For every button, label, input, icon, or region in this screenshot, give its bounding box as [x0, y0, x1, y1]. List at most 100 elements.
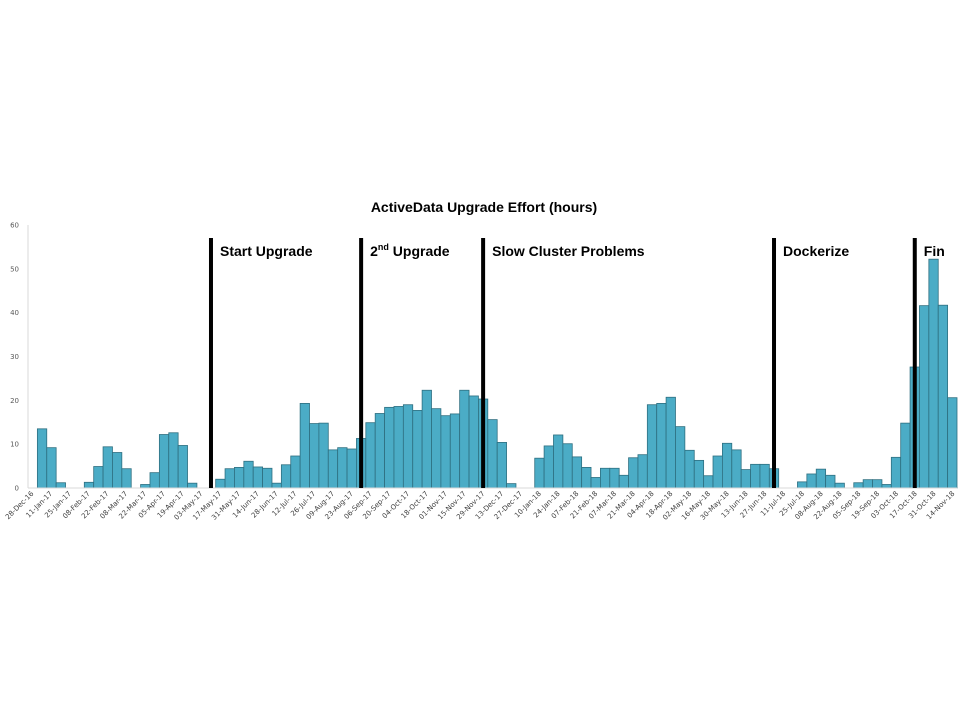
- phase-label-rest: Upgrade: [389, 243, 450, 259]
- bar: [740, 469, 751, 489]
- bar: [609, 467, 620, 489]
- bar: [224, 468, 235, 489]
- bar: [881, 484, 892, 489]
- phase-label-superscript: nd: [378, 242, 389, 252]
- bar: [102, 446, 113, 489]
- bar: [853, 482, 864, 489]
- bar: [759, 463, 770, 489]
- bar: [140, 484, 151, 489]
- bar: [402, 404, 414, 489]
- bar: [158, 434, 170, 489]
- bar: [600, 467, 611, 489]
- y-tick-label: 40: [10, 309, 19, 317]
- bar: [374, 413, 385, 489]
- phase-label: Start Upgrade: [220, 243, 313, 259]
- bar: [215, 478, 226, 489]
- bar: [337, 447, 348, 489]
- bar: [646, 404, 658, 489]
- chart-title: ActiveData Upgrade Effort (hours): [371, 199, 597, 215]
- bar: [703, 475, 714, 489]
- bar: [750, 463, 761, 489]
- bar: [496, 442, 507, 489]
- bar: [618, 474, 629, 489]
- bar: [46, 447, 57, 489]
- bar: [83, 481, 95, 489]
- bar: [290, 455, 301, 489]
- bar: [365, 422, 376, 489]
- bar: [590, 477, 601, 489]
- bar: [318, 422, 329, 489]
- bar: [815, 468, 827, 489]
- bar: [534, 457, 545, 489]
- bar: [271, 482, 282, 489]
- bar: [543, 445, 554, 489]
- bar: [872, 479, 883, 489]
- bar: [806, 473, 817, 489]
- bar: [900, 422, 911, 489]
- phase-label-number: 2: [370, 243, 378, 259]
- bar: [121, 468, 132, 489]
- bar: [656, 402, 667, 489]
- phase-label: Slow Cluster Problems: [492, 243, 645, 259]
- bar: [506, 483, 517, 489]
- bar: [553, 434, 564, 489]
- bar: [187, 482, 198, 489]
- bar: [628, 457, 639, 489]
- phase-dividers: Start Upgrade 2nd Upgrade Slow Cluster Pro…: [208, 238, 945, 488]
- bar: [309, 423, 320, 489]
- bar: [468, 395, 479, 489]
- bar: [243, 460, 254, 489]
- bar: [712, 455, 723, 489]
- phase-label: Dockerize: [783, 243, 849, 259]
- bar: [862, 479, 873, 489]
- bar: [890, 456, 902, 489]
- bar: [937, 304, 949, 489]
- phase-label: Fin: [924, 243, 945, 259]
- bar: [299, 402, 310, 489]
- bar: [55, 482, 66, 489]
- y-tick-label: 60: [10, 222, 19, 230]
- bar: [928, 258, 939, 489]
- bar: [825, 474, 836, 489]
- bar: [177, 445, 188, 489]
- bar: [93, 466, 104, 489]
- bars: [36, 258, 958, 489]
- y-tick-label: 50: [10, 265, 19, 273]
- bar: [637, 454, 648, 489]
- bar: [412, 410, 423, 489]
- bar: [168, 432, 179, 489]
- bar: [252, 466, 263, 489]
- bar: [722, 442, 733, 489]
- bar: [459, 389, 470, 489]
- bar: [571, 456, 583, 489]
- bar: [393, 406, 404, 489]
- bar: [449, 413, 461, 489]
- bar: [487, 419, 498, 489]
- bar: [36, 428, 48, 489]
- bar: [421, 389, 432, 489]
- bar: [440, 415, 451, 489]
- bar: [149, 472, 160, 489]
- bar: [675, 426, 686, 489]
- bar: [384, 406, 395, 489]
- x-axis: 28-Dec-1611-Jan-1725-Jan-1708-Feb-1722-F…: [4, 487, 957, 522]
- bar: [280, 464, 292, 489]
- bar: [234, 466, 245, 489]
- bar: [562, 443, 573, 489]
- phase-label: 2nd Upgrade: [370, 242, 450, 259]
- y-axis: 0 10 20 30 40 50 60: [10, 222, 29, 493]
- bar: [327, 449, 339, 489]
- y-tick-label: 10: [10, 441, 19, 449]
- bar: [797, 481, 808, 489]
- bar: [834, 482, 845, 489]
- bar: [665, 396, 676, 489]
- bar: [684, 449, 695, 489]
- y-tick-label: 20: [10, 397, 19, 405]
- bar: [731, 449, 742, 489]
- bar: [581, 466, 592, 489]
- bar: [346, 448, 357, 489]
- bar: [431, 408, 442, 489]
- bar: [947, 397, 958, 489]
- bar: [262, 467, 273, 489]
